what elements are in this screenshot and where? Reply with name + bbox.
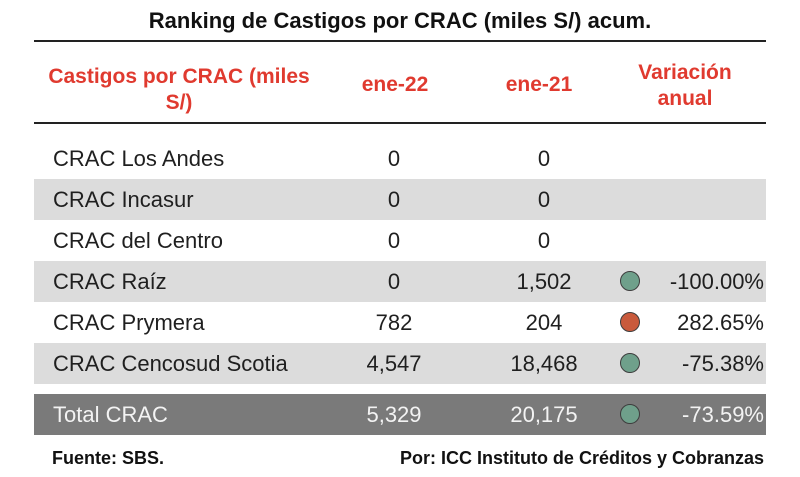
row-name: CRAC Prymera — [53, 310, 205, 335]
row-value-ene-21: 18,468 — [510, 351, 578, 376]
credit-note: Por: ICC Instituto de Créditos y Cobranz… — [399, 448, 764, 468]
row-name: CRAC Raíz — [53, 269, 167, 294]
table-row: CRAC Raíz 0 1,502 -100.00% — [34, 261, 766, 302]
row-value-ene-22: 4,547 — [366, 351, 422, 376]
table-row: CRAC Cencosud Scotia 4,547 18,468 -75.38… — [34, 343, 766, 384]
row-variation: -75.38% — [682, 351, 764, 376]
total-value-ene-21: 20,175 — [510, 402, 578, 427]
row-name: CRAC Cencosud Scotia — [53, 351, 288, 376]
trend-indicator-icon — [620, 353, 640, 373]
total-variation: -73.59% — [682, 402, 764, 427]
row-value-ene-21: 204 — [525, 310, 563, 335]
total-row: Total CRAC 5,329 20,175 -73.59% — [34, 394, 766, 435]
row-name: CRAC del Centro — [53, 228, 223, 253]
header-name: Castigos por CRAC (miles S/) — [48, 65, 310, 114]
table-title: Ranking de Castigos por CRAC (miles S/) … — [148, 8, 652, 33]
row-variation: 282.65% — [677, 310, 764, 335]
row-value-ene-22: 0 — [387, 228, 401, 253]
row-value-ene-22: 0 — [387, 269, 401, 294]
table-row: CRAC Los Andes 0 0 — [34, 138, 766, 179]
row-value-ene-22: 0 — [387, 146, 401, 171]
header-variation: Variación anual — [638, 61, 732, 110]
header-ene-22: ene-22 — [361, 73, 429, 96]
row-value-ene-22: 782 — [375, 310, 413, 335]
row-name: CRAC Incasur — [53, 187, 194, 212]
table-row: CRAC del Centro 0 0 — [34, 220, 766, 261]
row-name: CRAC Los Andes — [53, 146, 225, 171]
header-ene-21: ene-21 — [505, 73, 573, 96]
header-rule — [34, 122, 766, 124]
row-variation: -100.00% — [669, 269, 764, 294]
top-rule — [34, 40, 766, 42]
row-value-ene-21: 0 — [537, 228, 551, 253]
row-value-ene-21: 0 — [537, 187, 551, 212]
table-row: CRAC Prymera 782 204 282.65% — [34, 302, 766, 343]
row-value-ene-21: 0 — [537, 146, 551, 171]
source-note: Fuente: SBS. — [52, 448, 165, 468]
trend-indicator-icon — [620, 271, 640, 291]
trend-indicator-icon — [620, 312, 640, 332]
trend-indicator-icon — [620, 404, 640, 424]
total-name: Total CRAC — [53, 402, 168, 427]
total-value-ene-22: 5,329 — [366, 402, 422, 427]
row-value-ene-21: 1,502 — [516, 269, 572, 294]
row-value-ene-22: 0 — [387, 187, 401, 212]
table-row: CRAC Incasur 0 0 — [34, 179, 766, 220]
